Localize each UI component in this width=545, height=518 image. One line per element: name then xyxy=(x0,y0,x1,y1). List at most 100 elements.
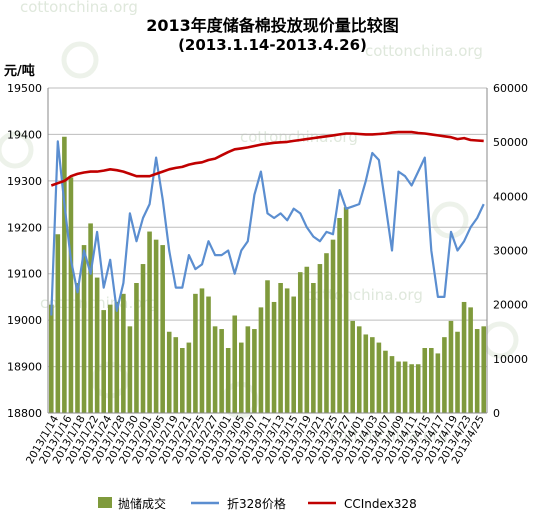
bar xyxy=(245,326,251,413)
bar xyxy=(383,350,388,413)
bar xyxy=(481,326,487,413)
y-tick-label-left: 19000 xyxy=(7,314,42,327)
bar xyxy=(330,239,336,413)
bar xyxy=(127,326,133,413)
bar xyxy=(448,320,454,413)
y-axis-left-unit: 元/吨 xyxy=(4,64,35,79)
bar xyxy=(311,283,316,413)
bar xyxy=(402,361,408,413)
watermark-text: cottonchina.org xyxy=(330,426,448,444)
legend: 抛储成交 折328价格 CCIndex328 xyxy=(98,496,417,511)
bar xyxy=(324,253,329,413)
bar xyxy=(265,280,270,413)
axes xyxy=(47,88,488,414)
bar xyxy=(435,353,441,413)
bar xyxy=(252,329,257,413)
bar xyxy=(153,239,159,413)
bar xyxy=(304,266,310,413)
watermark-text: cottonchina.org xyxy=(20,0,138,16)
bar xyxy=(389,356,395,413)
y-axis-right-labels: 0 10000 20000 30000 40000 50000 60000 xyxy=(493,82,528,420)
bar xyxy=(225,348,231,413)
bar xyxy=(147,231,152,413)
watermark-text: cottonchina.org xyxy=(240,128,358,146)
bar xyxy=(68,177,74,413)
chart-title: 2013年度储备棉投放现价量比较图 xyxy=(146,16,399,35)
watermark-circle xyxy=(61,41,99,79)
bar xyxy=(429,348,434,413)
watermark-text: cottonchina.org xyxy=(365,42,483,60)
y-tick-label-left: 18900 xyxy=(7,361,42,374)
bar-series xyxy=(48,136,487,413)
bar xyxy=(278,283,283,413)
watermark-circle xyxy=(431,201,469,239)
bar xyxy=(94,277,100,413)
bar xyxy=(206,296,211,413)
bar xyxy=(55,234,61,413)
bar xyxy=(88,223,93,413)
chart-subtitle: (2013.1.14-2013.4.26) xyxy=(178,36,367,54)
y-tick-label-left: 19400 xyxy=(7,128,42,141)
bar xyxy=(317,264,323,413)
bar xyxy=(461,301,467,413)
bar xyxy=(468,307,473,413)
bar xyxy=(160,245,165,413)
bar xyxy=(232,315,238,413)
bar xyxy=(62,136,67,413)
watermark-circle xyxy=(481,321,519,359)
bar xyxy=(219,329,224,413)
bar xyxy=(455,331,460,413)
y-tick-label-left: 18800 xyxy=(7,407,42,420)
watermark-text: cottonchina.org xyxy=(305,286,423,304)
bar xyxy=(376,342,382,413)
line-series xyxy=(50,130,485,316)
y-tick-label-right: 40000 xyxy=(493,190,528,203)
bar xyxy=(271,301,277,413)
bar xyxy=(350,320,355,413)
legend-label: 折328价格 xyxy=(227,496,286,511)
y-tick-label-right: 20000 xyxy=(493,299,528,312)
y-tick-label-left: 19100 xyxy=(7,268,42,281)
bar xyxy=(409,364,414,413)
bar xyxy=(258,307,264,413)
y-tick-label-right: 0 xyxy=(493,407,500,420)
bar xyxy=(415,364,421,413)
y-axis-left-labels: 18800 18900 19000 19100 19200 19300 19400 19500 xyxy=(7,82,42,420)
y-tick-label-left: 19200 xyxy=(7,221,42,234)
bar xyxy=(474,329,480,413)
bar xyxy=(107,304,113,413)
watermark-circle xyxy=(0,131,34,169)
bar xyxy=(134,283,139,413)
bar xyxy=(199,288,205,413)
bar xyxy=(186,342,192,413)
y-tick-label-left: 19300 xyxy=(7,175,42,188)
y-tick-label-right: 50000 xyxy=(493,136,528,149)
bar xyxy=(422,348,428,413)
legend-swatch xyxy=(98,497,112,508)
bar xyxy=(363,334,369,413)
bar xyxy=(180,348,185,413)
series-line-ccindex328 xyxy=(50,130,484,187)
y-tick-label-right: 10000 xyxy=(493,353,528,366)
bar xyxy=(114,301,120,413)
bar xyxy=(297,272,303,413)
bar xyxy=(370,337,375,413)
bar xyxy=(81,245,87,413)
bar xyxy=(140,264,146,413)
bar xyxy=(238,342,244,413)
series-line-price328 xyxy=(50,140,485,316)
x-axis-labels: 2013/1/142013/1/162013/1/182013/1/222013… xyxy=(24,413,487,466)
bar xyxy=(356,326,362,413)
bar xyxy=(442,337,447,413)
bar xyxy=(173,337,179,413)
bar xyxy=(212,326,218,413)
bar xyxy=(166,331,172,413)
legend-label: CCIndex328 xyxy=(344,497,417,511)
y-tick-label-right: 30000 xyxy=(493,245,528,258)
bar xyxy=(343,207,349,413)
bar xyxy=(337,218,342,413)
y-tick-label-right: 60000 xyxy=(493,82,528,95)
bar xyxy=(193,293,198,413)
bar xyxy=(284,288,290,413)
